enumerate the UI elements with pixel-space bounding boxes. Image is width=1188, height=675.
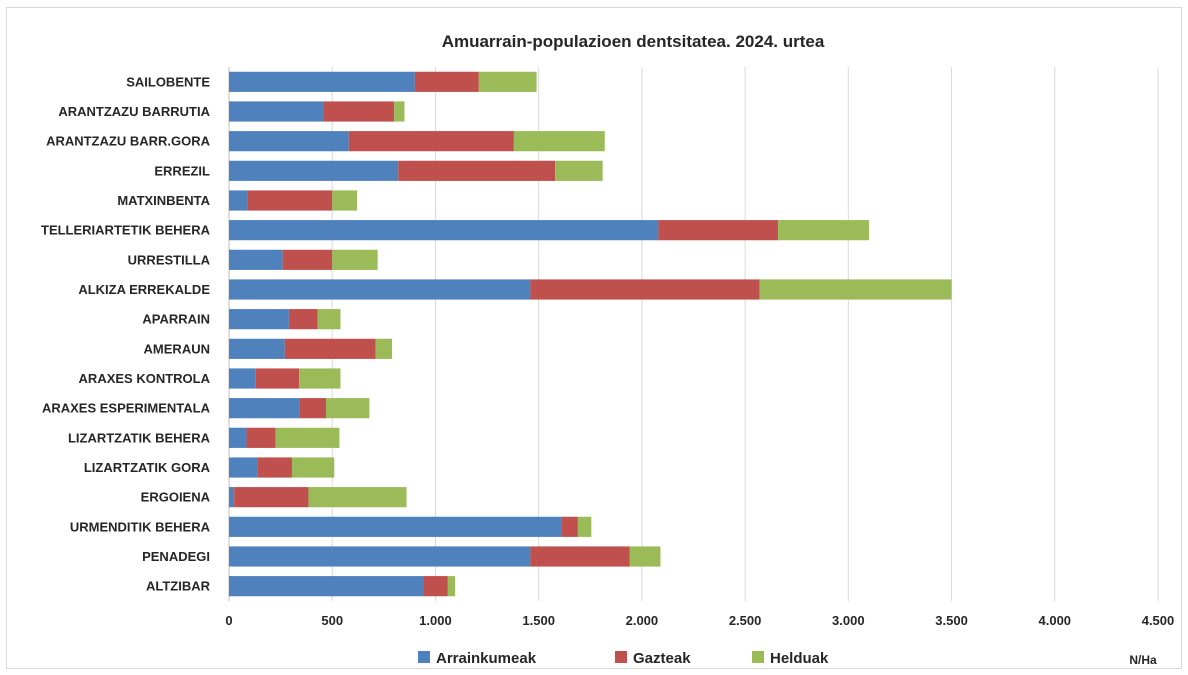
bar-segment xyxy=(414,71,479,92)
bar-segment xyxy=(229,309,289,330)
bar-segment xyxy=(326,398,370,419)
bar-segment xyxy=(332,190,357,211)
bar-segment xyxy=(284,338,376,359)
category-label: ARAXES ESPERIMENTALA xyxy=(42,401,211,416)
bars xyxy=(229,71,952,597)
bar-segment xyxy=(478,71,537,92)
bar-segment xyxy=(229,71,415,92)
category-label: MATXINBENTA xyxy=(117,193,210,208)
bar-segment xyxy=(561,516,578,537)
category-label: ERREZIL xyxy=(154,163,210,178)
chart-title: Amuarrain-populazioen dentsitatea. 2024.… xyxy=(442,32,825,51)
bar-segment xyxy=(317,309,341,330)
x-tick-label: 3.500 xyxy=(935,613,968,628)
bar-segment xyxy=(332,249,378,270)
x-tick-label: 1.500 xyxy=(522,613,555,628)
bar-segment xyxy=(447,576,456,597)
x-tick-label: 500 xyxy=(321,613,343,628)
bar-segment xyxy=(229,576,424,597)
bar-segment xyxy=(234,487,309,508)
bar-segment xyxy=(394,101,405,122)
bar-segment xyxy=(513,131,605,152)
bar-segment xyxy=(308,487,407,508)
category-label: ARAXES KONTROLA xyxy=(79,371,211,386)
bar-segment xyxy=(246,427,276,448)
bar-segment xyxy=(398,160,556,181)
gridlines xyxy=(228,67,1159,601)
unit-label: N/Ha xyxy=(1129,653,1157,667)
legend-label: Arrainkumeak xyxy=(436,650,537,667)
bar-segment xyxy=(299,398,327,419)
bar-segment xyxy=(282,249,333,270)
category-label: ARANTZAZU BARRUTIA xyxy=(58,104,210,119)
legend: Arrainkumeak Gazteak Helduak xyxy=(418,650,829,667)
bar-segment xyxy=(530,546,630,567)
legend-swatch xyxy=(418,651,430,663)
category-label: ARANTZAZU BARR.GORA xyxy=(46,134,211,149)
bar-segment xyxy=(229,457,258,478)
bar-segment xyxy=(229,516,562,537)
category-label: PENADEGI xyxy=(142,549,210,564)
x-tick-label: 2.000 xyxy=(626,613,659,628)
legend-label: Helduak xyxy=(770,650,829,667)
bar-segment xyxy=(229,131,349,152)
category-label: URMENDITIK BEHERA xyxy=(70,519,211,534)
bar-segment xyxy=(291,457,335,478)
category-label: APARRAIN xyxy=(142,312,210,327)
category-label: ALTZIBAR xyxy=(146,579,211,594)
bar-segment xyxy=(257,457,292,478)
bar-segment xyxy=(229,279,531,300)
x-tick-labels: 0 500 1.000 1.500 2.000 2.500 3.000 3.500 4.000 4… xyxy=(225,613,1174,628)
bar-segment xyxy=(275,427,340,448)
bar-segment xyxy=(229,546,531,567)
bar-segment xyxy=(247,190,333,211)
bar-segment xyxy=(288,309,318,330)
bar-segment xyxy=(229,160,399,181)
category-label: TELLERIARTETIK BEHERA xyxy=(41,223,211,238)
bar-segment xyxy=(229,220,659,241)
x-tick-label: 1.000 xyxy=(419,613,452,628)
bar-segment xyxy=(348,131,514,152)
x-tick-label: 0 xyxy=(225,613,232,628)
bar-segment xyxy=(229,487,235,508)
bar-segment xyxy=(530,279,760,300)
bar-segment xyxy=(229,249,283,270)
bar-segment xyxy=(229,338,285,359)
bar-segment xyxy=(629,546,661,567)
category-labels: SAILOBENTE ARANTZAZU BARRUTIA ARANTZAZU BA… xyxy=(41,74,211,593)
category-label: LIZARTZATIK BEHERA xyxy=(68,430,211,445)
bar-segment xyxy=(555,160,603,181)
bar-segment xyxy=(759,279,952,300)
category-label: ALKIZA ERREKALDE xyxy=(78,282,210,297)
bar-segment xyxy=(375,338,393,359)
bar-segment xyxy=(229,427,247,448)
legend-label: Gazteak xyxy=(633,650,691,667)
legend-swatch xyxy=(752,651,764,663)
bar-segment xyxy=(255,368,300,389)
bar-segment xyxy=(229,368,256,389)
bar-segment xyxy=(577,516,592,537)
category-label: ERGOIENA xyxy=(141,490,211,505)
x-tick-label: 3.000 xyxy=(832,613,865,628)
chart-frame xyxy=(6,7,1182,669)
bar-segment xyxy=(229,190,248,211)
bar-segment xyxy=(229,398,300,419)
bar-segment xyxy=(299,368,341,389)
bar-segment xyxy=(229,101,324,122)
bar-segment xyxy=(658,220,779,241)
x-tick-label: 4.000 xyxy=(1039,613,1072,628)
bar-segment xyxy=(323,101,395,122)
category-label: LIZARTZATIK GORA xyxy=(84,460,211,475)
bar-segment xyxy=(778,220,869,241)
x-tick-label: 2.500 xyxy=(729,613,762,628)
x-tick-label: 4.500 xyxy=(1142,613,1175,628)
bar-segment xyxy=(423,576,448,597)
legend-swatch xyxy=(615,651,627,663)
category-label: SAILOBENTE xyxy=(126,74,210,89)
category-label: URRESTILLA xyxy=(128,252,211,267)
category-label: AMERAUN xyxy=(144,341,210,356)
